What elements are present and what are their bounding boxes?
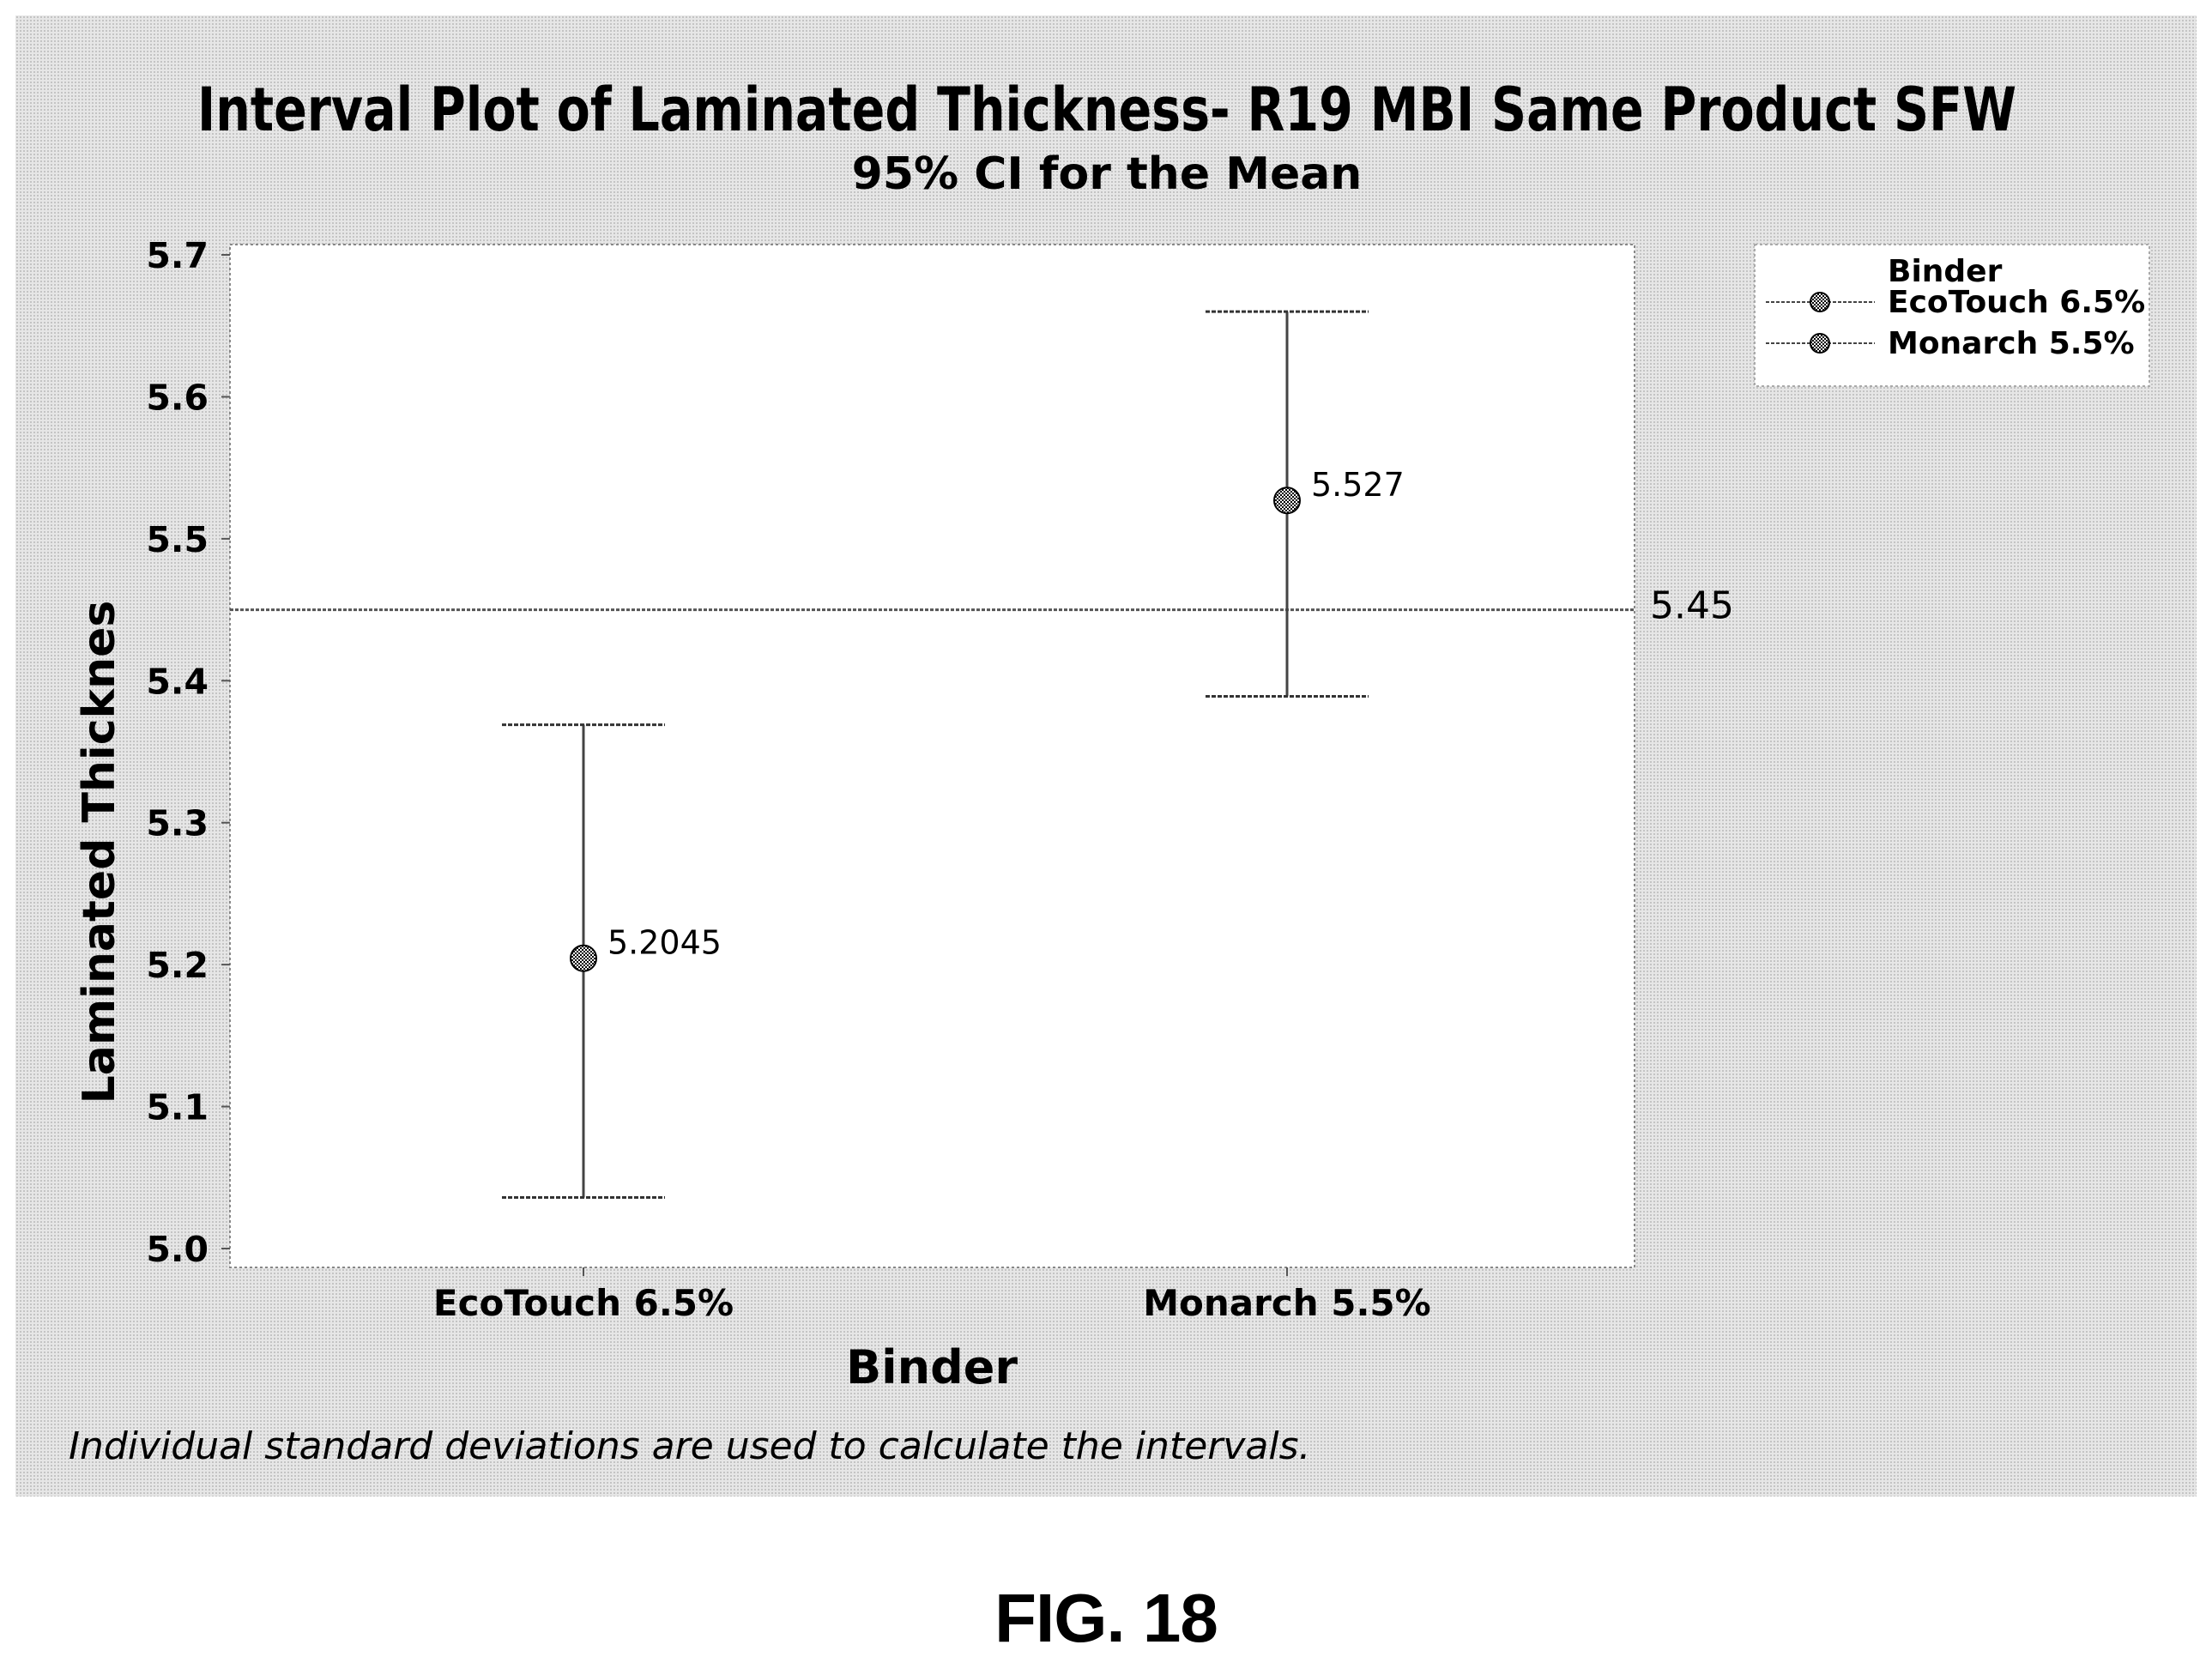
legend-box [1754,244,2150,387]
y-tick-label: 5.1 [146,1087,209,1128]
y-tick-label: 5.3 [146,803,209,844]
legend-title: Binder [1888,254,2003,289]
chart-title: Interval Plot of Laminated Thickness- R1… [197,75,2016,145]
x-axis-ticks: EcoTouch 6.5% Monarch 5.5% [433,1267,1431,1324]
mean-point [570,944,597,972]
x-tick-label: Monarch 5.5% [1143,1282,1431,1324]
mean-point [1273,487,1301,515]
y-tick-label: 5.0 [146,1229,209,1270]
mean-label: 5.2045 [607,924,722,962]
legend-label: Monarch 5.5% [1888,326,2135,361]
y-tick-label: 5.6 [146,377,209,418]
legend-label: EcoTouch 6.5% [1888,285,2145,320]
figure-caption: FIG. 18 [994,1580,1218,1656]
interval-series: 5.2045 5.527 [502,310,1405,1199]
interval-1: 5.2045 [502,723,722,1199]
plot-area [229,244,1635,1268]
reference-line-label: 5.45 [1650,584,1734,628]
y-tick-label: 5.7 [146,235,209,276]
y-axis-label: Laminated Thicknes [74,601,125,1104]
legend-marker [1810,333,1830,354]
legend-item-1: EcoTouch 6.5% [1766,285,2145,320]
x-tick-label: EcoTouch 6.5% [433,1282,734,1324]
legend-marker [1810,292,1830,312]
y-tick-label: 5.2 [146,945,209,986]
interval-2: 5.527 [1206,310,1405,698]
footnote: Individual standard deviations are used … [69,1424,1311,1468]
x-axis-label: Binder [846,1340,1018,1394]
y-axis-ticks: 5.0 5.1 5.2 5.3 5.4 5.5 5.6 5.7 [146,235,230,1270]
y-tick-label: 5.5 [146,519,209,560]
legend-item-2: Monarch 5.5% [1766,326,2135,361]
y-tick-label: 5.4 [146,661,209,702]
legend-items: EcoTouch 6.5% Monarch 5.5% [1766,285,2145,361]
chart-subtitle: 95% CI for the Mean [852,148,1363,200]
legend: Binder EcoTouch 6.5% Monarch 5.5% [1754,244,2150,387]
mean-label: 5.527 [1311,466,1405,504]
reference-line-group: 5.45 [230,584,1734,628]
